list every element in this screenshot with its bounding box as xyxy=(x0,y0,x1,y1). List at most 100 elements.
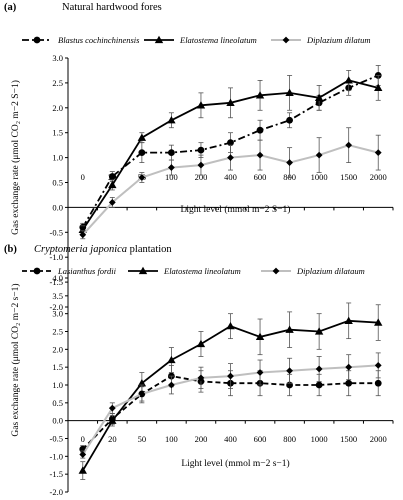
data-point xyxy=(168,164,175,171)
y-tick-label: -2.0 xyxy=(50,487,63,497)
panel-label: (a) xyxy=(4,2,17,13)
x-tick-label: 600 xyxy=(254,172,267,182)
legend-label: Diplazium dilataum xyxy=(296,266,365,276)
y-tick-label: -1.0 xyxy=(50,451,63,461)
x-axis-title: Light level (mmol m−2 s−1) xyxy=(181,458,289,469)
data-point xyxy=(196,339,206,348)
y-tick-label: 2.5 xyxy=(52,78,63,88)
data-point xyxy=(315,151,323,159)
data-point xyxy=(315,381,323,389)
data-point xyxy=(227,154,234,161)
series-1: Elatostema lineolatum xyxy=(78,266,383,480)
data-point xyxy=(138,149,146,157)
data-point xyxy=(196,101,206,109)
data-point xyxy=(286,367,293,375)
data-point xyxy=(345,141,353,149)
data-point xyxy=(286,159,293,166)
x-tick-label: 800 xyxy=(283,434,296,444)
y-tick-label: 4.0 xyxy=(52,273,63,283)
x-tick-label: 400 xyxy=(224,434,237,444)
y-tick-label: -0.5 xyxy=(50,434,63,444)
panel-label: (b) xyxy=(4,244,17,255)
data-point xyxy=(256,369,264,376)
x-tick-label: 1500 xyxy=(340,434,357,444)
y-tick-label: 3.0 xyxy=(52,53,63,63)
y-tick-label: 2.5 xyxy=(52,327,63,337)
series-2: Diplazium dilatum xyxy=(79,35,382,240)
y-tick-label: 1.5 xyxy=(52,362,63,372)
x-axis-title: Light level (mmol m−2 S−1) xyxy=(181,204,291,215)
y-tick-label: 0.0 xyxy=(52,202,63,212)
x-tick-label: 2000 xyxy=(370,434,387,444)
data-point xyxy=(374,149,382,157)
legend-label: Elatostema lineolatum xyxy=(163,266,241,276)
data-point xyxy=(138,174,146,181)
x-tick-label: 1000 xyxy=(311,172,328,182)
y-tick-label: 2.0 xyxy=(52,344,63,354)
series-line xyxy=(82,375,379,450)
data-point xyxy=(108,416,117,424)
y-tick-label: -2.0 xyxy=(50,302,63,312)
chart-panel-b: (b) Cryptomeria japonica plantation -2.0 -1… xyxy=(4,244,394,497)
y-tick-label: 1.0 xyxy=(52,380,63,390)
y-tick-label: -1.5 xyxy=(50,469,63,479)
legend-marker xyxy=(33,267,41,275)
series-1: Elatostema lineolatum xyxy=(78,35,383,235)
x-tick-label: 1000 xyxy=(311,434,328,444)
data-point xyxy=(108,180,117,189)
data-point xyxy=(345,379,353,387)
data-point xyxy=(374,379,382,387)
data-point xyxy=(374,361,382,369)
data-point xyxy=(168,149,175,157)
data-point xyxy=(79,451,87,458)
data-point xyxy=(255,332,265,340)
data-point xyxy=(345,363,353,371)
series-0: Blastus cochinchinensis xyxy=(22,35,382,232)
data-point xyxy=(226,98,235,106)
legend-marker xyxy=(138,266,148,275)
y-tick-label: 0.0 xyxy=(52,416,63,426)
x-tick-label: 100 xyxy=(165,434,178,444)
legend-label: Elatostema lineolatum xyxy=(179,35,257,45)
data-point xyxy=(138,390,146,398)
data-point xyxy=(167,116,176,124)
y-tick-label: 1.5 xyxy=(52,128,63,138)
y-tick-label: 2.0 xyxy=(52,103,63,113)
x-tick-label: 200 xyxy=(195,172,208,182)
chart-panel-a: (a) Natural hardwood fores -2.0 -1.5 -1.0 -0.… xyxy=(4,2,394,312)
legend-label: Blastus cochinchinensis xyxy=(58,35,140,45)
data-point xyxy=(167,355,176,364)
x-tick-label: 20 xyxy=(108,434,117,444)
data-point xyxy=(108,404,116,412)
data-point xyxy=(79,231,87,239)
legend-label: Lasianthus fordii xyxy=(57,266,117,276)
data-point xyxy=(227,139,234,147)
y-tick-label: 3.0 xyxy=(52,309,63,319)
x-tick-label: 50 xyxy=(138,434,147,444)
data-point xyxy=(314,93,324,101)
y-tick-label: -1.5 xyxy=(50,277,63,287)
panel-title-text: plantation xyxy=(127,244,172,255)
y-tick-label: -0.5 xyxy=(50,227,63,237)
data-point xyxy=(285,88,294,97)
x-tick-label: 1500 xyxy=(340,172,357,182)
data-point xyxy=(168,381,175,389)
data-point xyxy=(286,116,293,124)
y-tick-label: 3.5 xyxy=(52,291,63,301)
data-point xyxy=(374,83,383,92)
data-point xyxy=(108,199,116,206)
y-tick-label: 0.5 xyxy=(52,398,63,408)
panel-title-text: Natural hardwood fores xyxy=(62,2,162,13)
panel-title: Cryptomeria japonica plantation xyxy=(34,244,172,255)
x-tick-label: 600 xyxy=(254,434,267,444)
data-point xyxy=(344,316,353,324)
x-tick-label: 100 xyxy=(165,172,178,182)
data-point xyxy=(256,126,264,134)
data-point xyxy=(374,318,383,326)
x-tick-label: 0 xyxy=(81,434,85,444)
y-tick-label: 0.5 xyxy=(52,178,63,188)
y-axis-title: Gas exchange rate (μmol CO₂ m−2 s−1) xyxy=(10,283,21,436)
legend-marker xyxy=(282,36,290,44)
x-tick-label: 2000 xyxy=(370,172,387,182)
